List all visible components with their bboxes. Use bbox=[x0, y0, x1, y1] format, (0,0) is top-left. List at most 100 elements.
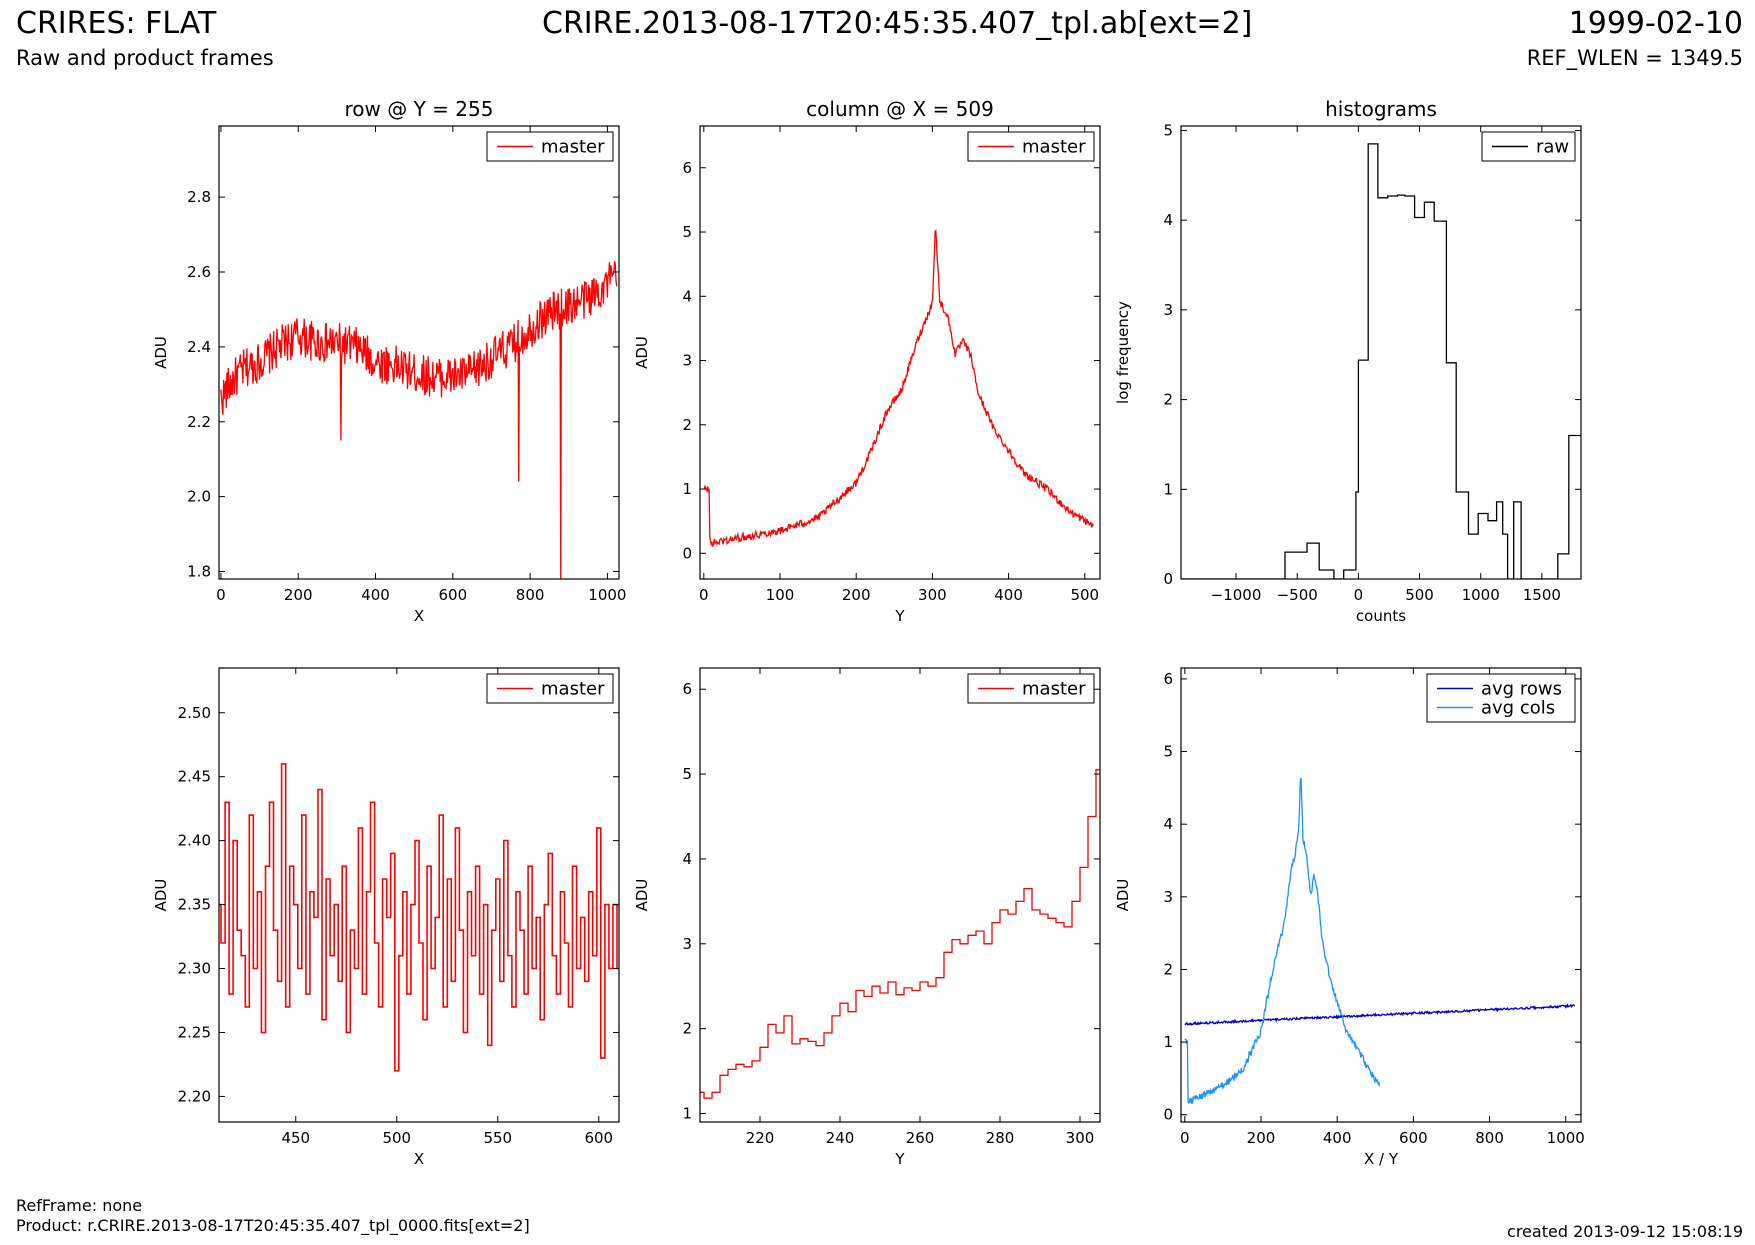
x-tick-label: 400 bbox=[361, 586, 390, 604]
x-tick-label: 800 bbox=[1475, 1129, 1504, 1147]
subplot-title: row @ Y = 255 bbox=[345, 97, 494, 121]
plot-frame bbox=[218, 667, 620, 1123]
y-tick-label: 2.25 bbox=[178, 1023, 211, 1041]
legend-label: master bbox=[541, 137, 605, 158]
x-tick-label: 1000 bbox=[1462, 586, 1500, 604]
x-tick-label: 400 bbox=[994, 586, 1023, 604]
y-tick-label: 1.8 bbox=[187, 563, 211, 581]
page-title: CRIRES: FLAT bbox=[16, 6, 217, 41]
y-tick-label: 4 bbox=[682, 287, 692, 305]
y-tick-label: 1 bbox=[682, 480, 692, 498]
plot-frame bbox=[699, 667, 1101, 1123]
y-tick-label: 2 bbox=[682, 416, 692, 434]
x-tick-label: 220 bbox=[746, 1129, 775, 1147]
x-tick-label: 0 bbox=[216, 586, 226, 604]
x-tick-label: 260 bbox=[906, 1129, 935, 1147]
y-tick-label: 3 bbox=[1163, 301, 1173, 319]
x-tick-label: 550 bbox=[483, 1129, 512, 1147]
y-tick-label: 1 bbox=[682, 1105, 692, 1123]
plot-frame bbox=[1180, 125, 1582, 580]
y-tick-label: 6 bbox=[1163, 670, 1173, 688]
legend-box bbox=[1426, 673, 1576, 723]
x-tick-label: 280 bbox=[986, 1129, 1015, 1147]
y-tick-label: 2.8 bbox=[187, 188, 211, 206]
y-tick-label: 2.6 bbox=[187, 263, 211, 281]
ref-wlen: REF_WLEN = 1349.5 bbox=[1526, 46, 1743, 70]
legend-label: master bbox=[541, 679, 605, 700]
x-tick-label: −1000 bbox=[1211, 586, 1262, 604]
subplot-title: histograms bbox=[1325, 97, 1437, 121]
plot-frame bbox=[1180, 667, 1582, 1123]
x-tick-label: 800 bbox=[516, 586, 545, 604]
y-tick-label: 2.35 bbox=[178, 896, 211, 914]
y-tick-label: 5 bbox=[1163, 121, 1173, 139]
y-tick-label: 1 bbox=[1163, 480, 1173, 498]
legend-label: avg rows bbox=[1481, 679, 1562, 700]
series-line-avg-rows bbox=[1184, 1003, 1576, 1026]
series-line-master bbox=[703, 229, 1094, 547]
x-tick-label: 0 bbox=[1180, 1129, 1190, 1147]
product-name: Product: r.CRIRE.2013-08-17T20:45:35.407… bbox=[16, 1216, 530, 1235]
x-axis-label: Y bbox=[894, 1150, 905, 1168]
x-tick-label: 500 bbox=[382, 1129, 411, 1147]
x-tick-label: 400 bbox=[1323, 1129, 1352, 1147]
x-tick-label: 100 bbox=[766, 586, 795, 604]
x-tick-label: 240 bbox=[826, 1129, 855, 1147]
series-line-master bbox=[220, 261, 618, 579]
x-axis-label: X bbox=[414, 1150, 424, 1168]
y-tick-label: 2.50 bbox=[178, 704, 211, 722]
y-tick-label: 2.2 bbox=[187, 413, 211, 431]
x-tick-label: 1000 bbox=[1547, 1129, 1585, 1147]
x-tick-label: 500 bbox=[1070, 586, 1099, 604]
y-tick-label: 3 bbox=[682, 352, 692, 370]
y-tick-label: 5 bbox=[1163, 743, 1173, 761]
y-axis-label: log frequency bbox=[1114, 301, 1132, 404]
x-axis-label: Y bbox=[894, 607, 905, 625]
y-axis-label: ADU bbox=[633, 879, 651, 912]
y-tick-label: 4 bbox=[1163, 815, 1173, 833]
series-line-master bbox=[219, 763, 619, 1072]
y-tick-label: 1 bbox=[1163, 1033, 1173, 1051]
y-tick-label: 2 bbox=[1163, 391, 1173, 409]
y-axis-label: ADU bbox=[1114, 879, 1132, 912]
x-tick-label: 0 bbox=[1354, 586, 1364, 604]
x-tick-label: 200 bbox=[1247, 1129, 1276, 1147]
legend-label: raw bbox=[1536, 137, 1569, 158]
subplot-title: column @ X = 509 bbox=[806, 97, 994, 121]
ref-frame: RefFrame: none bbox=[16, 1196, 143, 1215]
y-tick-label: 5 bbox=[682, 223, 692, 241]
x-tick-label: 0 bbox=[699, 586, 709, 604]
legend-label: master bbox=[1022, 137, 1086, 158]
y-tick-label: 2.30 bbox=[178, 960, 211, 978]
y-tick-label: 2.4 bbox=[187, 338, 211, 356]
y-tick-label: 6 bbox=[682, 680, 692, 698]
legend-label: avg cols bbox=[1481, 698, 1555, 719]
plot-frame bbox=[218, 125, 620, 580]
y-tick-label: 4 bbox=[682, 850, 692, 868]
y-axis-label: ADU bbox=[633, 336, 651, 369]
created-stamp: created 2013-09-12 15:08:19 bbox=[1507, 1222, 1743, 1241]
page-subtitle: Raw and product frames bbox=[16, 46, 274, 70]
x-tick-label: 500 bbox=[1405, 586, 1434, 604]
x-tick-label: 600 bbox=[438, 586, 467, 604]
x-tick-label: 600 bbox=[1399, 1129, 1428, 1147]
series-line-raw bbox=[1181, 143, 1581, 579]
y-tick-label: 2.0 bbox=[187, 488, 211, 506]
y-tick-label: 2.40 bbox=[178, 832, 211, 850]
y-tick-label: 0 bbox=[1163, 1106, 1173, 1124]
x-tick-label: 200 bbox=[284, 586, 313, 604]
x-tick-label: 1500 bbox=[1523, 586, 1561, 604]
x-tick-label: 1000 bbox=[588, 586, 626, 604]
x-axis-label: counts bbox=[1356, 607, 1406, 625]
y-tick-label: 3 bbox=[1163, 888, 1173, 906]
x-tick-label: 450 bbox=[281, 1129, 310, 1147]
series-line-avg-cols bbox=[1184, 777, 1381, 1104]
y-tick-label: 2 bbox=[682, 1020, 692, 1038]
legend-label: master bbox=[1022, 679, 1086, 700]
y-tick-label: 5 bbox=[682, 765, 692, 783]
series-line-master bbox=[700, 769, 1100, 1099]
plot-frame bbox=[699, 125, 1101, 580]
x-tick-label: 200 bbox=[842, 586, 871, 604]
x-tick-label: 300 bbox=[918, 586, 947, 604]
